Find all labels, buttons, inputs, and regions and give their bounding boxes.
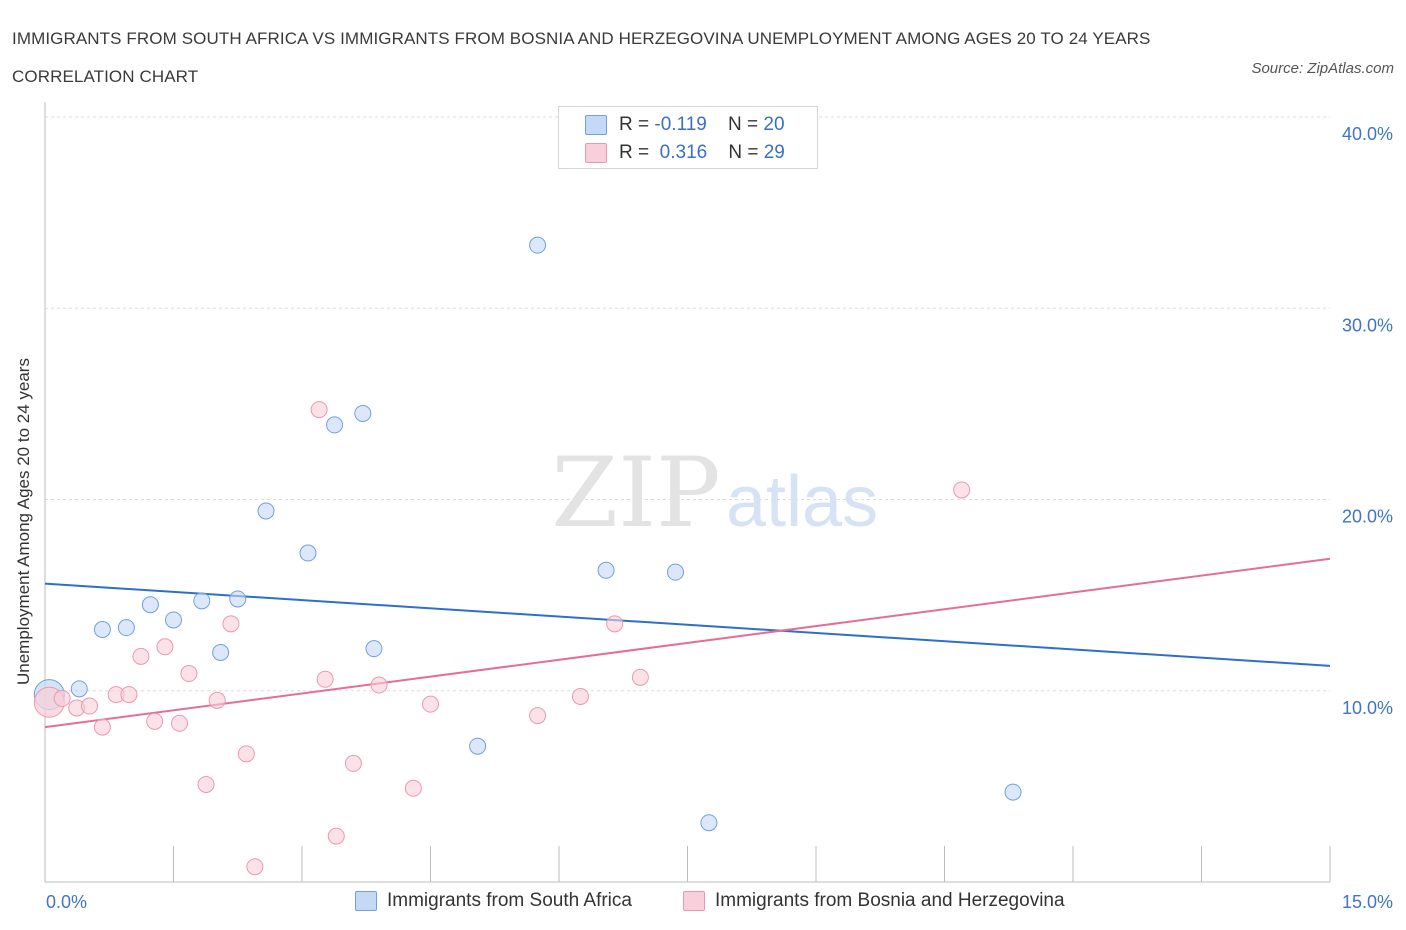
chart-title: IMMIGRANTS FROM SOUTH AFRICA VS IMMIGRAN… — [12, 29, 1151, 86]
data-point-south-africa — [93, 621, 111, 639]
data-point-bosnia — [156, 638, 174, 656]
data-point-bosnia — [146, 712, 164, 730]
data-point-south-africa — [700, 814, 718, 832]
data-point-bosnia — [327, 827, 345, 845]
data-point-south-africa — [229, 590, 247, 608]
data-point-bosnia — [120, 686, 138, 704]
data-point-bosnia — [953, 481, 971, 499]
data-point-south-africa — [165, 611, 182, 629]
y-axis-label: Unemployment Among Ages 20 to 24 years — [14, 358, 33, 685]
watermark: ZIP atlas — [551, 437, 878, 549]
r-label: R = — [619, 142, 650, 163]
data-point-south-africa — [529, 236, 547, 254]
data-point-south-africa — [667, 563, 685, 581]
stats-legend: R = -0.119 N = 20 R = 0.316 N = 29 — [558, 106, 818, 169]
data-point-south-africa — [326, 416, 344, 434]
data-point-bosnia — [93, 718, 111, 736]
data-point-bosnia — [170, 714, 188, 732]
data-point-bosnia — [606, 615, 624, 633]
data-point-south-africa — [1004, 783, 1022, 801]
series-swatch-south-africa — [355, 891, 377, 911]
data-point-bosnia — [132, 647, 150, 665]
y-tick-label: 40.0% — [1342, 124, 1393, 144]
series-swatch-bosnia — [683, 891, 705, 911]
data-point-south-africa — [354, 404, 372, 422]
data-point-south-africa — [257, 502, 275, 520]
x-tick-label: 0.0% — [46, 892, 87, 912]
r-value: -0.119 — [654, 114, 707, 135]
series-label-bosnia: Immigrants from Bosnia and Herzegovina — [715, 890, 1065, 911]
data-point-south-africa — [469, 737, 487, 755]
data-point-bosnia — [81, 697, 99, 715]
data-point-bosnia — [53, 689, 71, 707]
trend-line-south-africa — [44, 582, 1331, 667]
data-point-bosnia — [404, 779, 422, 797]
data-point-south-africa — [299, 544, 317, 562]
data-point-south-africa — [141, 596, 159, 614]
n-label: N = — [728, 142, 759, 163]
n-value: 20 — [763, 114, 785, 135]
data-point-bosnia — [316, 670, 334, 688]
y-tick-label: 20.0% — [1342, 507, 1393, 527]
trend-lines — [44, 557, 1331, 729]
data-point-bosnia — [197, 775, 215, 793]
data-point-bosnia — [180, 665, 198, 683]
legend-swatch-bosnia — [585, 143, 607, 163]
data-point-bosnia — [310, 401, 328, 419]
legend-swatch-south-africa — [585, 115, 607, 135]
data-point-south-africa — [117, 619, 135, 637]
data-points — [33, 236, 1022, 876]
data-point-south-africa — [597, 561, 615, 579]
y-tick-label: 30.0% — [1342, 315, 1393, 335]
data-point-bosnia — [246, 858, 264, 876]
r-value: 0.316 — [659, 142, 708, 163]
x-tick-label: 15.0% — [1342, 892, 1393, 912]
data-point-bosnia — [208, 691, 226, 709]
trend-line-bosnia — [44, 557, 1331, 729]
data-point-south-africa — [365, 640, 383, 658]
data-point-bosnia — [222, 615, 240, 633]
data-point-bosnia — [422, 695, 439, 713]
n-value: 29 — [763, 142, 785, 163]
series-label-south-africa: Immigrants from South Africa — [387, 890, 632, 911]
r-label: R = — [619, 114, 650, 135]
data-point-bosnia — [529, 707, 547, 725]
y-tick-label: 10.0% — [1342, 698, 1393, 718]
data-point-south-africa — [212, 644, 230, 661]
data-point-south-africa — [70, 680, 88, 698]
watermark-atlas: atlas — [726, 462, 878, 542]
n-label: N = — [727, 114, 759, 135]
data-point-bosnia — [237, 745, 255, 763]
data-point-bosnia — [631, 668, 649, 686]
series-legend: Immigrants from South Africa Immigrants … — [0, 888, 1406, 918]
data-point-bosnia — [571, 687, 589, 705]
data-point-bosnia — [370, 676, 388, 694]
source-credit: Source: ZipAtlas.com — [1251, 60, 1394, 77]
data-point-south-africa — [193, 592, 211, 610]
axes — [44, 102, 1331, 883]
watermark-zip: ZIP — [551, 437, 720, 549]
tick-labels: 10.0% 20.0% 30.0% 40.0% 0.0% 15.0% — [46, 124, 1393, 912]
data-point-bosnia — [344, 754, 362, 772]
